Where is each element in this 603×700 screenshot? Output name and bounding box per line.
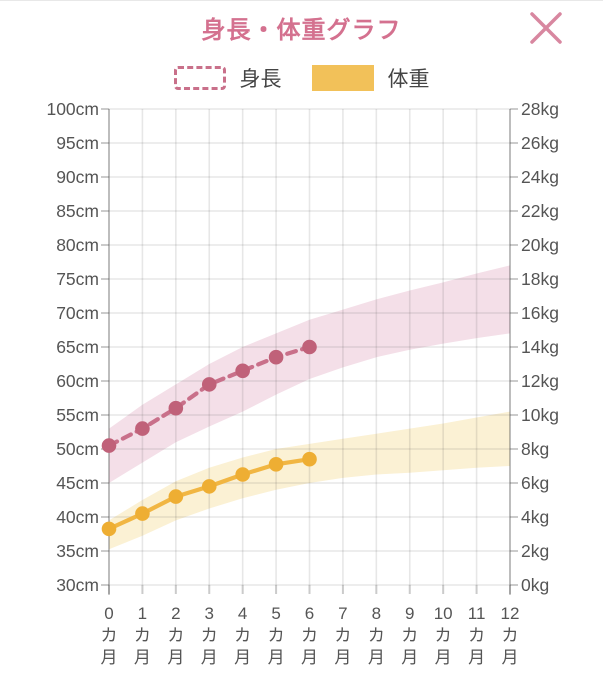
right-axis-tick-label: 0kg	[521, 575, 549, 595]
close-button[interactable]	[524, 6, 568, 50]
legend: 身長 体重	[0, 63, 603, 93]
weight-data-point	[235, 467, 250, 482]
height-data-point	[135, 421, 150, 436]
page-title: 身長・体重グラフ	[201, 17, 402, 44]
left-axis-tick-label: 55cm	[56, 405, 99, 425]
height-legend-label: 身長	[239, 68, 282, 91]
height-normal-range-band	[109, 265, 510, 483]
x-axis-tick-label: 8 カ月	[368, 604, 385, 667]
height-data-point	[235, 363, 250, 379]
left-axis-tick-label: 65cm	[56, 337, 99, 357]
left-axis-tick-label: 90cm	[56, 167, 99, 187]
x-axis-tick-label: 12 カ月	[501, 604, 520, 667]
right-axis-tick-label: 24kg	[521, 167, 559, 187]
height-series	[101, 339, 317, 453]
height-data-point	[201, 377, 217, 392]
x-axis-tick-label: 9 カ月	[401, 604, 418, 667]
right-axis-tick-label: 20kg	[521, 235, 559, 255]
height-legend-swatch-icon	[173, 66, 226, 90]
axes-layer	[101, 108, 518, 595]
weight-series	[101, 451, 317, 537]
left-axis-tick-label: 60cm	[56, 371, 99, 391]
left-axis-tick-label: 45cm	[56, 473, 99, 493]
left-axis-tick-label: 70cm	[56, 303, 99, 323]
right-axis-tick-label: 12kg	[521, 371, 559, 391]
left-axis-tick-label: 85cm	[56, 201, 99, 221]
left-axis-tick-label: 30cm	[56, 575, 99, 595]
x-axis-tick-label: 7 カ月	[334, 604, 351, 667]
x-axis-tick-label: 3 カ月	[201, 604, 218, 667]
right-axis-tick-label: 10kg	[521, 405, 559, 425]
range-bands-layer	[109, 265, 510, 550]
right-axis-tick-label: 18kg	[521, 269, 559, 289]
weight-normal-range-band	[109, 411, 510, 550]
right-axis-tick-label: 26kg	[521, 133, 559, 153]
x-axis-tick-label: 2 カ月	[167, 604, 184, 667]
left-axis-tick-label: 100cm	[46, 99, 99, 119]
x-axis-tick-label: 11 カ月	[468, 604, 486, 667]
left-axis-tick-label: 35cm	[56, 541, 99, 561]
weight-data-point	[135, 506, 150, 521]
axis-labels-layer: 100cm 95cm 90cm 85cm 80cm 75cm 70cm 65cm 60cm 55c…	[46, 99, 558, 667]
right-axis-tick-label: 14kg	[521, 337, 559, 357]
left-axis-tick-label: 75cm	[56, 269, 99, 289]
right-axis-tick-label: 28kg	[521, 99, 559, 119]
height-data-point	[268, 349, 284, 365]
weight-data-point	[101, 521, 117, 537]
weight-data-point	[201, 479, 217, 494]
weight-data-point	[268, 457, 284, 472]
x-axis-tick-label: 5 カ月	[268, 604, 285, 667]
left-axis-tick-label: 50cm	[56, 439, 99, 459]
right-axis-tick-label: 22kg	[521, 201, 559, 221]
right-axis-tick-label: 8kg	[521, 439, 549, 459]
right-axis-tick-label: 2kg	[521, 541, 549, 561]
weight-data-point	[168, 489, 184, 504]
x-axis-tick-label: 1 カ月	[134, 604, 151, 667]
height-data-point	[101, 438, 117, 453]
height-data-point	[168, 400, 184, 416]
left-axis-tick-label: 40cm	[56, 507, 99, 527]
weight-legend-swatch-icon	[311, 65, 374, 91]
left-axis-tick-label: 80cm	[56, 235, 99, 255]
close-icon	[530, 12, 562, 44]
right-axis-tick-label: 6kg	[521, 473, 549, 493]
right-axis-tick-label: 16kg	[521, 303, 559, 323]
left-axis-tick-label: 95cm	[56, 133, 99, 153]
right-axis-tick-label: 4kg	[521, 507, 549, 527]
height-data-point	[302, 339, 317, 355]
x-axis-tick-label: 0 カ月	[101, 604, 118, 667]
weight-legend-label: 体重	[387, 68, 430, 91]
weight-data-point	[302, 451, 317, 467]
x-axis-tick-label: 10 カ月	[434, 604, 453, 667]
x-axis-tick-label: 6 カ月	[301, 604, 318, 667]
x-axis-tick-label: 4 カ月	[234, 604, 251, 667]
